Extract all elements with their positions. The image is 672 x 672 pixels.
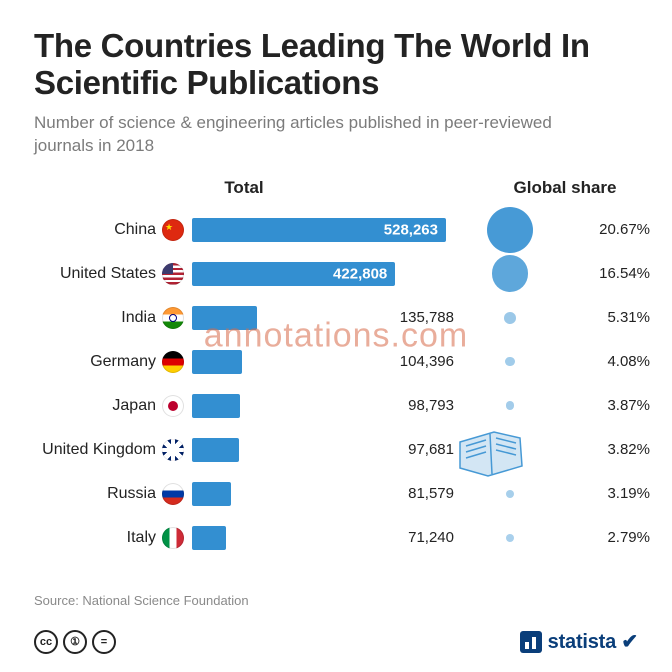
bar-value: 81,579: [408, 485, 454, 502]
chart-subtitle: Number of science & engineering articles…: [34, 112, 594, 158]
share-percent: 20.67%: [594, 221, 650, 238]
share-row: 20.67%: [480, 208, 650, 252]
share-bubble: [504, 312, 516, 324]
bar-track: 528,263: [192, 218, 454, 242]
bar-fill: 528,263: [192, 218, 446, 242]
bar-row: Russia 81,579: [34, 472, 454, 516]
bar-value: 104,396: [400, 353, 454, 370]
bar-list: China 528,263 United States 422,808 India 135…: [34, 208, 454, 560]
bar-fill: [192, 438, 239, 462]
country-label: Russia: [34, 485, 162, 503]
share-percent: 5.31%: [594, 309, 650, 326]
bar-track: [192, 394, 400, 418]
bar-row: United States 422,808: [34, 252, 454, 296]
bar-fill: [192, 350, 242, 374]
cc-by-icon: ①: [63, 630, 87, 654]
bar-track: 422,808: [192, 262, 454, 286]
share-percent: 16.54%: [594, 265, 650, 282]
statista-wordmark: statista ✔: [548, 629, 638, 654]
share-row: 2.79%: [480, 516, 650, 560]
share-bubble: [492, 255, 529, 292]
infographic-card: The Countries Leading The World In Scien…: [0, 0, 672, 672]
flag-icon: [162, 351, 184, 373]
flag-icon: [162, 527, 184, 549]
bar-row: India 135,788: [34, 296, 454, 340]
bar-fill: 422,808: [192, 262, 395, 286]
share-row: 5.31%: [480, 296, 650, 340]
share-header: Global share: [480, 178, 650, 198]
bar-value: 98,793: [408, 397, 454, 414]
share-row: 16.54%: [480, 252, 650, 296]
bar-fill: [192, 306, 257, 330]
bar-row: Japan 98,793: [34, 384, 454, 428]
country-label: United Kingdom: [34, 441, 162, 459]
flag-icon: [162, 219, 184, 241]
share-row: 4.08%: [480, 340, 650, 384]
total-header: Total: [34, 178, 454, 198]
footer: cc ① = statista ✔: [34, 629, 638, 654]
bubble-list: 20.67% 16.54% 5.31% 4.08% 3.87% 3.82% 3.19% 2.7…: [480, 208, 650, 560]
share-row: 3.87%: [480, 384, 650, 428]
share-bubble: [506, 490, 514, 498]
statista-logo: statista ✔: [520, 629, 638, 654]
share-percent: 4.08%: [594, 353, 650, 370]
total-column: Total China 528,263 United States 422,808 In…: [34, 178, 454, 560]
flag-icon: [162, 395, 184, 417]
cc-nd-icon: =: [92, 630, 116, 654]
bar-value: 528,263: [384, 221, 438, 238]
share-column: Global share 20.67% 16.54% 5.31% 4.08% 3.87%…: [480, 178, 650, 560]
bar-row: Italy 71,240: [34, 516, 454, 560]
country-label: United States: [34, 265, 162, 283]
country-label: Italy: [34, 529, 162, 547]
country-label: India: [34, 309, 162, 327]
flag-icon: [162, 439, 184, 461]
flag-icon: [162, 483, 184, 505]
bar-track: [192, 438, 400, 462]
bar-fill: [192, 394, 240, 418]
cc-license-icons: cc ① =: [34, 630, 116, 654]
chart-columns: Total China 528,263 United States 422,808 In…: [34, 178, 638, 560]
bar-value: 71,240: [408, 529, 454, 546]
statista-mark-icon: [520, 631, 542, 653]
bar-value: 422,808: [333, 265, 387, 282]
cc-icon: cc: [34, 630, 58, 654]
share-percent: 3.19%: [594, 485, 650, 502]
share-percent: 2.79%: [594, 529, 650, 546]
share-bubble: [506, 401, 515, 410]
chart-title: The Countries Leading The World In Scien…: [34, 28, 638, 102]
bar-track: [192, 482, 400, 506]
bar-row: Germany 104,396: [34, 340, 454, 384]
bar-row: China 528,263: [34, 208, 454, 252]
journal-illustration-icon: [454, 424, 532, 482]
country-label: Germany: [34, 353, 162, 371]
bar-fill: [192, 482, 231, 506]
bar-track: [192, 306, 392, 330]
source-line: Source: National Science Foundation: [34, 593, 249, 608]
bar-track: [192, 526, 400, 550]
country-label: Japan: [34, 397, 162, 415]
share-bubble: [487, 207, 533, 253]
flag-icon: [162, 307, 184, 329]
country-label: China: [34, 221, 162, 239]
bar-value: 97,681: [408, 441, 454, 458]
flag-icon: [162, 263, 184, 285]
share-percent: 3.87%: [594, 397, 650, 414]
share-bubble: [506, 534, 514, 542]
bar-value: 135,788: [400, 309, 454, 326]
bar-fill: [192, 526, 226, 550]
share-percent: 3.82%: [594, 441, 650, 458]
share-bubble: [505, 357, 514, 366]
bar-track: [192, 350, 392, 374]
bar-row: United Kingdom 97,681: [34, 428, 454, 472]
